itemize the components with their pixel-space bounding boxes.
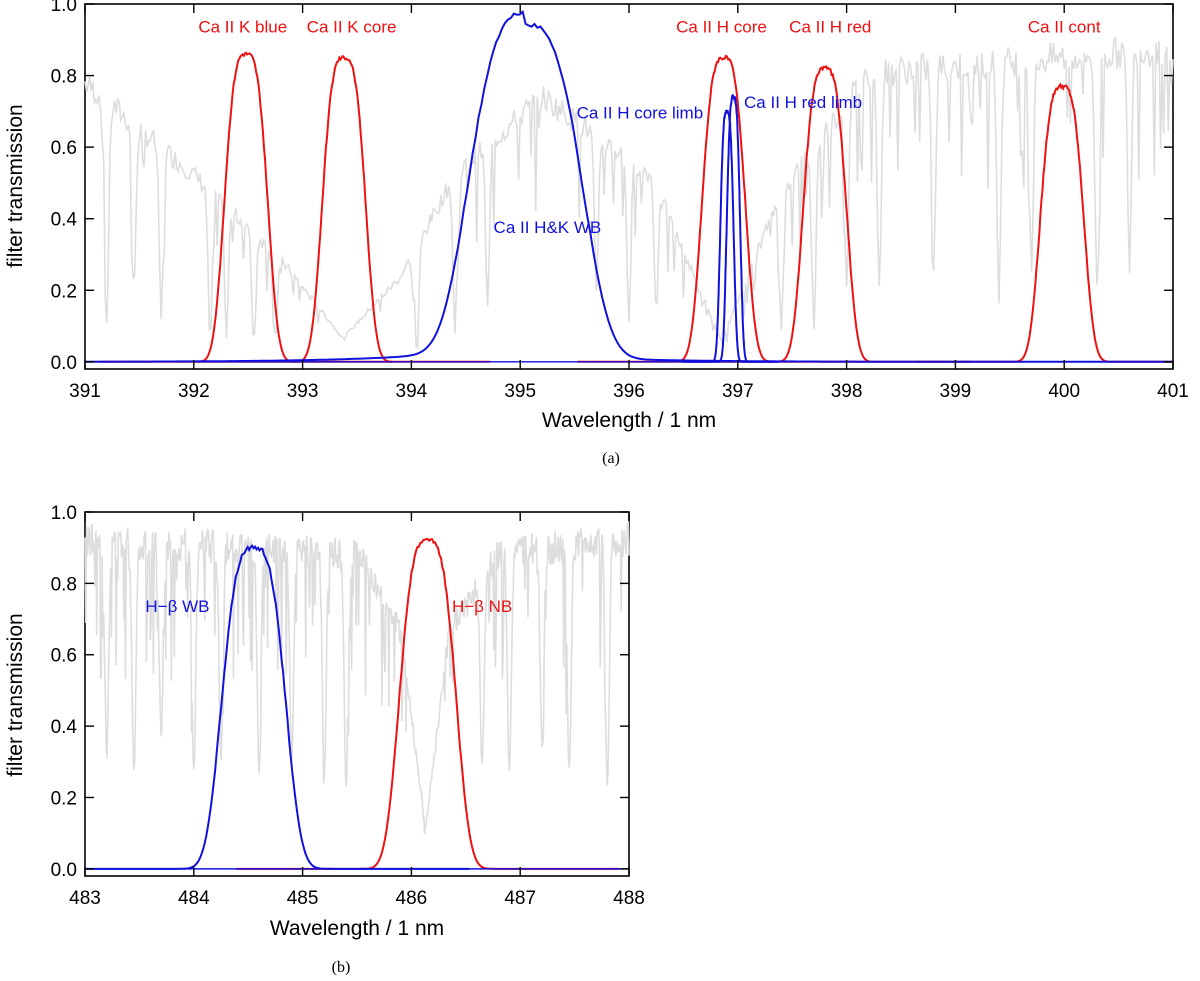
solar-spectrum-a [84, 35, 1174, 350]
curve-label: Ca II H core limb [577, 104, 704, 123]
x-tick-label: 400 [1048, 381, 1080, 402]
ticks-layer-b: 483 484 485 486 487 488 0.0 0.2 0.4 0.6 0.8 1.0 [51, 503, 645, 909]
x-tick-label: 486 [396, 888, 428, 909]
solar-spectrum-b [84, 519, 630, 835]
curve-label: Ca II cont [1028, 18, 1101, 37]
y-tick-label: 1.0 [51, 0, 77, 16]
curve-label: H−β NB [452, 597, 512, 616]
y-tick-label: 0.8 [51, 67, 77, 88]
series-line-ca-ii-k-core [197, 54, 491, 363]
y-tick-label: 0.0 [51, 860, 77, 881]
curve-label: Ca II H red [789, 18, 871, 37]
caption-a: (a) [602, 450, 620, 467]
curve-label: Ca II K core [307, 18, 397, 37]
ticks-layer-a: 391 392 393 394 395 396 397 398 399 400 401 0.0 0.2 0… [51, 0, 1189, 402]
spectrum-layer-a [84, 35, 1174, 350]
x-tick-label: 483 [69, 888, 101, 909]
x-tick-label: 484 [178, 888, 210, 909]
series-layer-b [85, 537, 629, 870]
chart-panel-b: 483 484 485 486 487 488 0.0 0.2 0.4 0.6 0.8 1.0 H−β… [4, 503, 645, 976]
x-tick-label: 485 [287, 888, 319, 909]
y-tick-label: 1.0 [51, 503, 77, 524]
x-tick-label: 488 [613, 888, 645, 909]
curve-label: Ca II H red limb [744, 93, 862, 112]
series-line-ca-ii-cont [915, 82, 1173, 363]
y-tick-label: 0.4 [51, 210, 78, 231]
x-tick-label: 394 [396, 381, 428, 402]
curve-labels-a: Ca II K blue Ca II K core Ca II H core Ca I… [198, 18, 1101, 237]
curve-labels-b: H−β WB H−β NB [145, 597, 512, 616]
x-tick-label: 398 [831, 381, 863, 402]
x-tick-label: 401 [1157, 381, 1189, 402]
x-tick-label: 397 [722, 381, 754, 402]
curve-label: Ca II K blue [198, 18, 287, 37]
plot-frame-b [84, 511, 630, 877]
y-tick-label: 0.6 [51, 138, 77, 159]
spectrum-layer-b [84, 519, 630, 835]
x-axis-title-b: Wavelength / 1 nm [270, 917, 444, 940]
y-tick-label: 0.2 [51, 281, 77, 302]
curve-label: Ca II H core [676, 18, 767, 37]
x-tick-label: 392 [178, 381, 210, 402]
x-tick-label: 395 [504, 381, 536, 402]
y-axis-title-b: filter transmission [4, 613, 27, 776]
y-tick-label: 0.2 [51, 788, 77, 809]
x-axis-title-a: Wavelength / 1 nm [542, 409, 716, 432]
y-tick-label: 0.4 [51, 717, 78, 738]
curve-label: Ca II H&K WB [494, 218, 602, 237]
curve-label: H−β WB [145, 597, 209, 616]
x-tick-label: 487 [504, 888, 536, 909]
series-line-ca-ii-k-blue [99, 51, 393, 363]
y-tick-label: 0.0 [51, 353, 77, 374]
chart-panel-a: 391 392 393 394 395 396 397 398 399 400 401 0.0 0.2 0… [4, 0, 1189, 467]
y-tick-label: 0.6 [51, 646, 77, 667]
caption-b: (b) [332, 959, 351, 976]
x-tick-label: 396 [613, 381, 645, 402]
x-tick-label: 393 [287, 381, 319, 402]
x-tick-label: 391 [69, 381, 101, 402]
y-axis-title-a: filter transmission [4, 104, 27, 267]
y-tick-label: 0.8 [51, 574, 77, 595]
x-tick-label: 399 [940, 381, 972, 402]
